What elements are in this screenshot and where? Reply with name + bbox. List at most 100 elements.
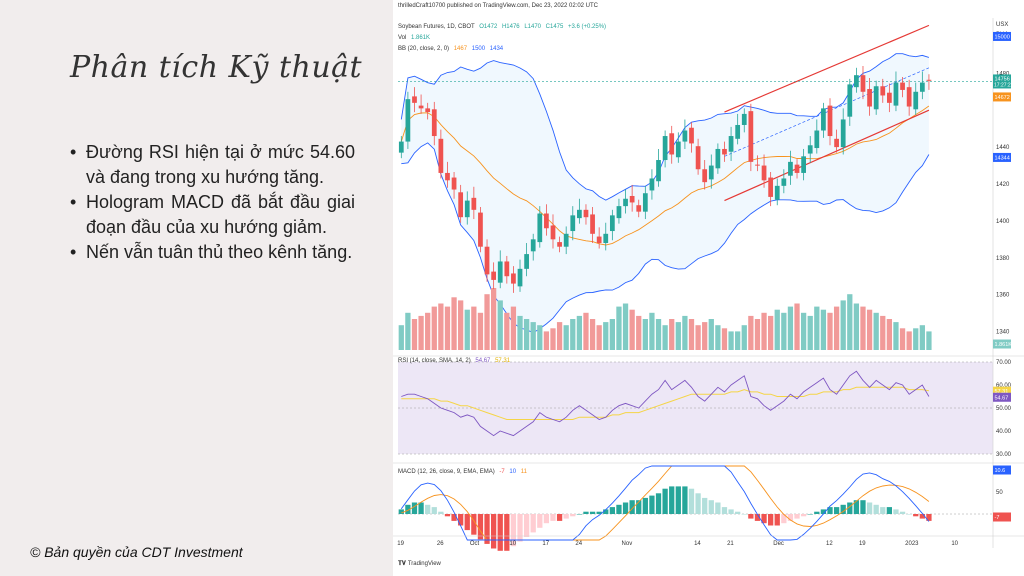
macd-hist-bar: [570, 514, 576, 517]
macd-hist-bar: [913, 514, 919, 517]
candle-body: [715, 148, 721, 169]
volume-bar: [616, 306, 622, 350]
macd-hist-bar: [682, 486, 688, 514]
volume-bar: [596, 325, 602, 350]
volume-bar: [688, 319, 695, 350]
macd-hist-bar: [471, 514, 477, 535]
price-axis-label: 1420: [996, 182, 1010, 188]
macd-hist-bar: [616, 504, 622, 514]
macd-hist-bar: [477, 514, 484, 540]
volume-bar: [490, 288, 497, 350]
x-axis-label: 19: [859, 541, 866, 547]
volume-bar: [748, 315, 754, 350]
macd-hist-bar: [589, 511, 596, 514]
candle-body: [854, 75, 859, 88]
macd-hist-bar: [504, 514, 510, 551]
rsi-tag-bg: [993, 392, 1011, 402]
macd-hist-bar: [484, 514, 490, 544]
candle-body: [544, 213, 549, 229]
macd-hist-bar: [853, 500, 860, 514]
macd-hist-tag-bg: [993, 512, 1011, 522]
candle-body: [741, 113, 747, 125]
x-axis-label: 24: [575, 541, 582, 547]
macd-line: [400, 465, 930, 541]
candle-body: [735, 124, 741, 139]
volume-bar: [655, 319, 662, 350]
candle-body: [623, 198, 628, 207]
candle-body: [511, 273, 516, 284]
volume-bar: [649, 312, 655, 350]
x-axis-label: 10: [509, 541, 516, 547]
volume-bar: [702, 322, 708, 350]
candle-body: [590, 214, 595, 234]
tradingview-footer[interactable]: 𝐓𝐕 TradingView: [398, 561, 441, 568]
x-axis-label: 19: [397, 541, 404, 547]
rsi-legend[interactable]: RSI (14, close, SMA, 14, 2) 54.67 57.31: [398, 358, 510, 364]
macd-hist-bar: [735, 511, 741, 514]
volume-bar: [695, 325, 701, 350]
volume-legend[interactable]: Vol 1.861K: [398, 35, 430, 41]
macd-hist-bar: [781, 514, 787, 524]
volume-bar: [768, 315, 774, 350]
bb-legend[interactable]: BB (20, close, 2, 0) 1467 1500 1434: [398, 46, 503, 52]
upper-band-tag-bg: [993, 31, 1011, 41]
volume-bar: [721, 328, 728, 350]
candle-body: [860, 75, 866, 92]
bb-basis-value: 1467: [453, 46, 468, 52]
candle-body: [418, 105, 424, 109]
volume-bar: [754, 319, 761, 350]
candle-body: [425, 108, 431, 113]
volume-bar: [761, 312, 767, 350]
volume-bar: [622, 303, 629, 350]
bb-basis-line: [400, 105, 930, 246]
rsi-sma-tag-bg: [993, 386, 1011, 396]
candle-body: [847, 84, 853, 117]
axes: 15001480144014201400138013601340USXBUA15…: [393, 18, 1024, 548]
candle-body: [788, 161, 793, 176]
volume-bar: [833, 306, 840, 350]
macd-hist-bar: [919, 514, 925, 519]
macd-pane: [398, 465, 993, 551]
macd-hist-bar: [748, 514, 754, 519]
macd-hist-bar: [543, 514, 550, 524]
macd-hist-bar: [708, 500, 714, 514]
candle-body: [675, 141, 681, 158]
volume-bar: [669, 319, 675, 350]
chart-canvas[interactable]: 15001480144014201400138013601340USXBUA15…: [393, 0, 1024, 576]
candle-body: [438, 138, 444, 173]
macd-hist-bar: [820, 509, 827, 514]
volume-bar: [543, 331, 550, 350]
x-axis-label: 26: [437, 541, 444, 547]
candle-body: [689, 127, 694, 144]
x-axis-label: Oct: [470, 541, 480, 547]
symbol-legend[interactable]: Soybean Futures, 1D, CBOT O1472 H1476 L1…: [398, 24, 606, 30]
last-price-tag-bg: [993, 74, 1011, 89]
candle-body: [886, 92, 892, 103]
macd-hist-bar: [576, 514, 583, 515]
bb-lower-value: 1434: [489, 46, 504, 52]
basis-tag-bg: [993, 92, 1011, 102]
volume-bar: [866, 309, 873, 350]
volume-bar: [926, 331, 932, 350]
x-axis-label: 17: [542, 541, 549, 547]
bullet-channel: Nến vẫn tuân thủ theo kênh tăng.: [70, 240, 355, 265]
candle-body: [814, 130, 820, 149]
bb-lower-line: [401, 142, 930, 334]
volume-bar: [517, 315, 523, 350]
macd-hist-bar: [411, 502, 418, 514]
price-axis-label: 1440: [996, 145, 1010, 151]
macd-hist-bar: [827, 507, 833, 514]
volume-label: Vol: [398, 35, 407, 41]
macd-hist-bar: [728, 509, 734, 514]
volume-bar: [464, 309, 470, 350]
chart-panel[interactable]: 15001480144014201400138013601340USXBUA15…: [393, 0, 1024, 576]
bullet-list: Đường RSI hiện tại ở mức 54.60 và đang t…: [70, 140, 355, 266]
macd-legend[interactable]: MACD (12, 26, close, 9, EMA, EMA) -7 10 …: [398, 469, 527, 475]
candle-body: [491, 271, 497, 280]
ohlc-change: +3.6 (+0.25%): [568, 24, 607, 30]
macd-label: MACD (12, 26, close, 9, EMA, EMA): [398, 469, 495, 475]
candle-body: [781, 178, 787, 186]
volume-bar: [642, 319, 648, 350]
candle-body: [451, 177, 457, 190]
macd-hist-bar: [530, 514, 536, 533]
